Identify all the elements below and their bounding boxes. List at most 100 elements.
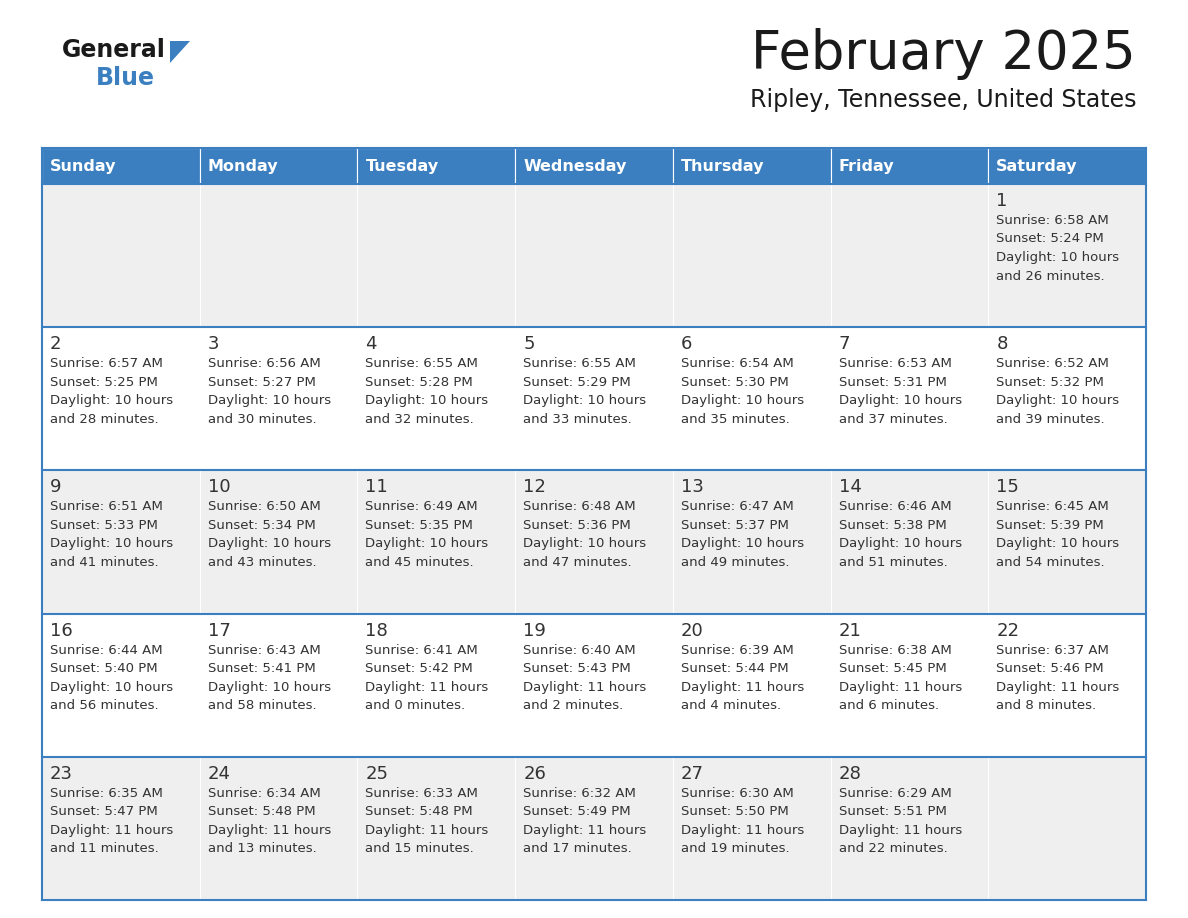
Bar [672, 470, 830, 613]
Text: Sunrise: 6:34 AM: Sunrise: 6:34 AM [208, 787, 321, 800]
Text: Sunrise: 6:58 AM: Sunrise: 6:58 AM [997, 214, 1110, 227]
Text: Sunset: 5:31 PM: Sunset: 5:31 PM [839, 375, 947, 388]
Text: Sunset: 5:28 PM: Sunset: 5:28 PM [366, 375, 473, 388]
Text: Daylight: 11 hours: Daylight: 11 hours [366, 823, 488, 837]
Text: Sunset: 5:50 PM: Sunset: 5:50 PM [681, 805, 789, 818]
Text: Sunset: 5:45 PM: Sunset: 5:45 PM [839, 662, 947, 675]
Bar [988, 470, 1146, 613]
Text: Daylight: 11 hours: Daylight: 11 hours [839, 680, 962, 694]
Text: Daylight: 11 hours: Daylight: 11 hours [523, 680, 646, 694]
Text: Daylight: 11 hours: Daylight: 11 hours [681, 680, 804, 694]
Text: Sunrise: 6:54 AM: Sunrise: 6:54 AM [681, 357, 794, 370]
Bar [42, 184, 200, 327]
Text: Sunset: 5:48 PM: Sunset: 5:48 PM [208, 805, 315, 818]
Bar [358, 184, 516, 327]
Text: and 54 minutes.: and 54 minutes. [997, 556, 1105, 569]
Text: Daylight: 10 hours: Daylight: 10 hours [366, 394, 488, 408]
Text: Daylight: 10 hours: Daylight: 10 hours [50, 680, 173, 694]
Text: and 2 minutes.: and 2 minutes. [523, 700, 624, 712]
Text: 21: 21 [839, 621, 861, 640]
Text: General: General [62, 38, 166, 62]
Text: Sunset: 5:24 PM: Sunset: 5:24 PM [997, 232, 1104, 245]
Text: and 15 minutes.: and 15 minutes. [366, 843, 474, 856]
Text: 9: 9 [50, 478, 62, 497]
Bar [358, 756, 516, 900]
Text: Daylight: 11 hours: Daylight: 11 hours [523, 823, 646, 837]
Bar [42, 756, 200, 900]
Text: and 43 minutes.: and 43 minutes. [208, 556, 316, 569]
Text: 6: 6 [681, 335, 693, 353]
Text: and 47 minutes.: and 47 minutes. [523, 556, 632, 569]
Text: and 35 minutes.: and 35 minutes. [681, 413, 790, 426]
Text: Sunrise: 6:40 AM: Sunrise: 6:40 AM [523, 644, 636, 656]
Text: Sunrise: 6:55 AM: Sunrise: 6:55 AM [523, 357, 636, 370]
Bar [200, 148, 358, 184]
Bar [516, 327, 672, 470]
Text: Sunset: 5:41 PM: Sunset: 5:41 PM [208, 662, 316, 675]
Text: Daylight: 10 hours: Daylight: 10 hours [523, 537, 646, 551]
Text: Daylight: 11 hours: Daylight: 11 hours [997, 680, 1119, 694]
Text: Daylight: 10 hours: Daylight: 10 hours [681, 537, 804, 551]
Text: 18: 18 [366, 621, 388, 640]
Text: Sunrise: 6:48 AM: Sunrise: 6:48 AM [523, 500, 636, 513]
Text: Sunset: 5:42 PM: Sunset: 5:42 PM [366, 662, 473, 675]
Text: Sunset: 5:29 PM: Sunset: 5:29 PM [523, 375, 631, 388]
Text: Daylight: 10 hours: Daylight: 10 hours [208, 394, 330, 408]
Text: and 58 minutes.: and 58 minutes. [208, 700, 316, 712]
Bar [200, 470, 358, 613]
Text: Sunset: 5:51 PM: Sunset: 5:51 PM [839, 805, 947, 818]
Text: Sunrise: 6:35 AM: Sunrise: 6:35 AM [50, 787, 163, 800]
Bar [672, 184, 830, 327]
Bar [200, 327, 358, 470]
Bar [42, 148, 200, 184]
Text: 25: 25 [366, 765, 388, 783]
Text: and 37 minutes.: and 37 minutes. [839, 413, 947, 426]
Text: Sunrise: 6:44 AM: Sunrise: 6:44 AM [50, 644, 163, 656]
Text: Sunset: 5:27 PM: Sunset: 5:27 PM [208, 375, 316, 388]
Text: 8: 8 [997, 335, 1007, 353]
Text: Sunset: 5:37 PM: Sunset: 5:37 PM [681, 519, 789, 532]
Polygon shape [170, 41, 190, 63]
Text: and 41 minutes.: and 41 minutes. [50, 556, 159, 569]
Bar [358, 148, 516, 184]
Bar [988, 184, 1146, 327]
Text: 22: 22 [997, 621, 1019, 640]
Text: Daylight: 11 hours: Daylight: 11 hours [839, 823, 962, 837]
Text: Daylight: 10 hours: Daylight: 10 hours [997, 251, 1119, 264]
Text: Daylight: 10 hours: Daylight: 10 hours [366, 537, 488, 551]
Text: and 0 minutes.: and 0 minutes. [366, 700, 466, 712]
Text: Sunrise: 6:45 AM: Sunrise: 6:45 AM [997, 500, 1110, 513]
Text: Sunrise: 6:33 AM: Sunrise: 6:33 AM [366, 787, 479, 800]
Bar [358, 470, 516, 613]
Text: Sunset: 5:40 PM: Sunset: 5:40 PM [50, 662, 158, 675]
Text: 27: 27 [681, 765, 703, 783]
Text: Sunday: Sunday [50, 159, 116, 174]
Text: 10: 10 [208, 478, 230, 497]
Text: and 11 minutes.: and 11 minutes. [50, 843, 159, 856]
Text: 28: 28 [839, 765, 861, 783]
Text: Daylight: 10 hours: Daylight: 10 hours [50, 537, 173, 551]
Bar [988, 756, 1146, 900]
Text: Sunrise: 6:47 AM: Sunrise: 6:47 AM [681, 500, 794, 513]
Text: 15: 15 [997, 478, 1019, 497]
Bar [42, 613, 200, 756]
Text: and 39 minutes.: and 39 minutes. [997, 413, 1105, 426]
Text: 19: 19 [523, 621, 546, 640]
Text: Sunset: 5:38 PM: Sunset: 5:38 PM [839, 519, 947, 532]
Bar [200, 756, 358, 900]
Text: Daylight: 11 hours: Daylight: 11 hours [208, 823, 331, 837]
Text: Sunrise: 6:32 AM: Sunrise: 6:32 AM [523, 787, 636, 800]
Text: Daylight: 10 hours: Daylight: 10 hours [523, 394, 646, 408]
Bar [42, 470, 200, 613]
Text: and 56 minutes.: and 56 minutes. [50, 700, 159, 712]
Bar [42, 327, 200, 470]
Bar [672, 327, 830, 470]
Text: and 33 minutes.: and 33 minutes. [523, 413, 632, 426]
Text: Tuesday: Tuesday [366, 159, 438, 174]
Text: 23: 23 [50, 765, 72, 783]
Text: and 30 minutes.: and 30 minutes. [208, 413, 316, 426]
Text: 1: 1 [997, 192, 1007, 210]
Text: 16: 16 [50, 621, 72, 640]
Text: Sunrise: 6:39 AM: Sunrise: 6:39 AM [681, 644, 794, 656]
Text: Sunrise: 6:52 AM: Sunrise: 6:52 AM [997, 357, 1110, 370]
